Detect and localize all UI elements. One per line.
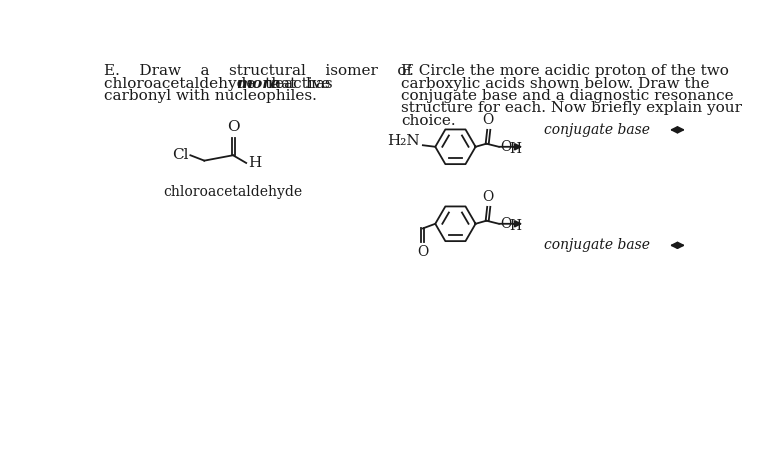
Text: H: H — [249, 156, 262, 170]
Text: chloroacetaldehyde: chloroacetaldehyde — [164, 185, 302, 199]
Text: conjugate base: conjugate base — [544, 238, 650, 253]
Text: O: O — [500, 217, 512, 231]
Text: reactive: reactive — [258, 77, 330, 91]
Text: conjugate base: conjugate base — [544, 123, 650, 137]
Text: O: O — [500, 140, 512, 154]
Text: O: O — [227, 120, 239, 135]
Text: carbonyl with nucleophiles.: carbonyl with nucleophiles. — [104, 89, 316, 103]
Text: H: H — [509, 142, 522, 156]
Text: H₂N: H₂N — [387, 134, 420, 148]
Text: Cl: Cl — [172, 148, 189, 162]
Text: more: more — [236, 77, 280, 91]
Text: O: O — [482, 190, 494, 204]
Text: E.    Draw    a    structural    isomer    of: E. Draw a structural isomer of — [104, 64, 411, 78]
Text: H: H — [509, 219, 522, 233]
Text: chloroacetaldehyde  that  has: chloroacetaldehyde that has — [104, 77, 342, 91]
Text: carboxylic acids shown below. Draw the: carboxylic acids shown below. Draw the — [401, 77, 710, 91]
Text: O: O — [418, 245, 428, 260]
Text: O: O — [482, 113, 494, 127]
Text: conjugate base and a diagnostic resonance: conjugate base and a diagnostic resonanc… — [401, 89, 734, 103]
Text: choice.: choice. — [401, 114, 456, 128]
Text: F. Circle the more acidic proton of the two: F. Circle the more acidic proton of the … — [401, 64, 729, 78]
Text: structure for each. Now briefly explain your: structure for each. Now briefly explain … — [401, 101, 742, 116]
